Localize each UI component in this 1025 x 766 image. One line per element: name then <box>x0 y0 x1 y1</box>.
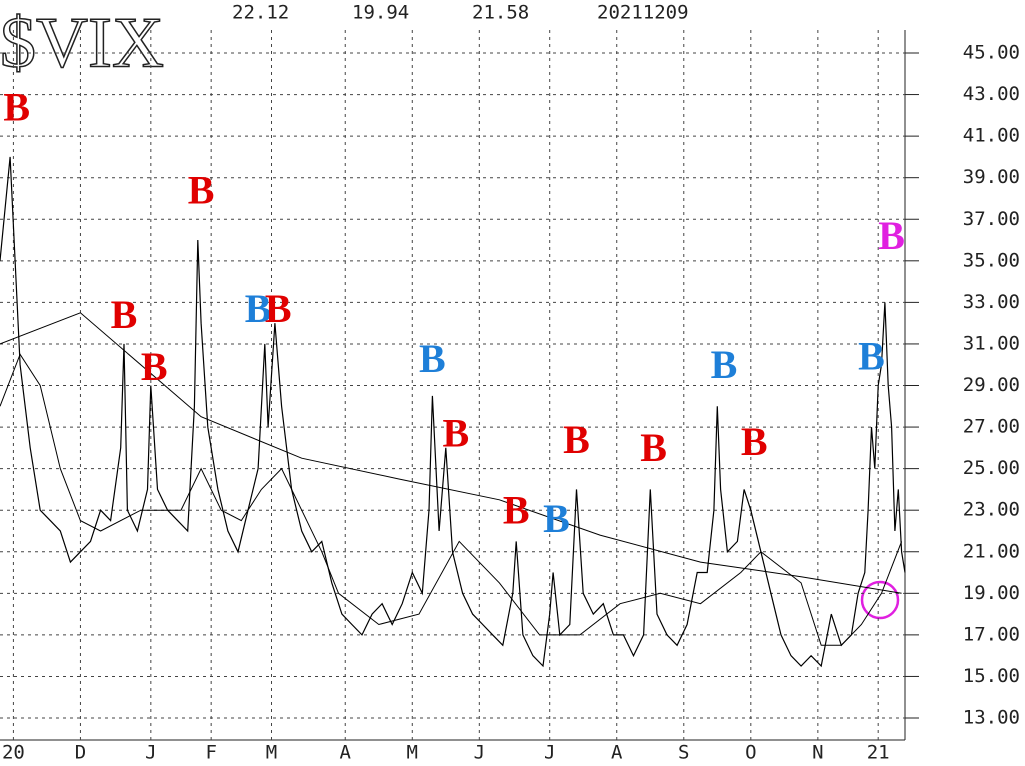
x-tick-label: J <box>544 742 555 764</box>
y-tick-label: 13.00 <box>963 707 1020 729</box>
chart-title: $VIX <box>0 3 164 83</box>
y-tick-label: 15.00 <box>963 665 1020 687</box>
y-tick-label: 35.00 <box>963 249 1020 271</box>
header-value: 22.12 <box>232 2 289 24</box>
signal-label: B <box>640 425 667 470</box>
x-tick-label: S <box>678 742 689 764</box>
signal-label: B <box>503 488 530 533</box>
signal-label: B <box>563 417 590 462</box>
header-value: 19.94 <box>352 2 409 24</box>
signal-label: B <box>265 286 292 331</box>
x-tick-label: J <box>145 742 156 764</box>
y-tick-label: 21.00 <box>963 540 1020 562</box>
x-tick-label: J <box>474 742 485 764</box>
signal-label: B <box>878 213 905 258</box>
signal-label: B <box>111 292 138 337</box>
signal-label: B <box>443 411 470 456</box>
x-tick-label: 20 <box>2 742 25 764</box>
x-tick-label: A <box>611 742 623 764</box>
series-line <box>0 312 902 594</box>
y-tick-label: 19.00 <box>963 582 1020 604</box>
signal-label: B <box>245 286 272 331</box>
signal-label: B <box>188 167 215 212</box>
x-tick-label: F <box>205 742 216 764</box>
x-tick-label: D <box>75 742 86 764</box>
x-tick-label: N <box>812 742 823 764</box>
y-tick-label: 25.00 <box>963 457 1020 479</box>
x-tick-label: M <box>266 742 277 764</box>
signal-label: B <box>711 342 738 387</box>
y-tick-label: 45.00 <box>963 42 1020 64</box>
y-tick-label: 33.00 <box>963 291 1020 313</box>
header-value: 21.58 <box>472 2 529 24</box>
y-tick-label: 23.00 <box>963 499 1020 521</box>
signal-label: B <box>543 496 570 541</box>
highlight-circle <box>860 580 900 620</box>
y-tick-label: 31.00 <box>963 332 1020 354</box>
series-line <box>0 156 906 668</box>
signal-label: B <box>858 334 885 379</box>
x-tick-label: O <box>745 742 756 764</box>
y-tick-label: 43.00 <box>963 83 1020 105</box>
series-line <box>0 353 903 646</box>
y-tick-label: 27.00 <box>963 416 1020 438</box>
signal-label: B <box>419 336 446 381</box>
x-tick-label: M <box>407 742 418 764</box>
y-tick-label: 37.00 <box>963 208 1020 230</box>
signal-label: B <box>141 344 168 389</box>
y-tick-label: 41.00 <box>963 125 1020 147</box>
signal-label: B <box>3 84 30 129</box>
y-tick-label: 17.00 <box>963 623 1020 645</box>
header-date: 20211209 <box>597 2 689 24</box>
x-tick-label: A <box>340 742 352 764</box>
y-tick-label: 29.00 <box>963 374 1020 396</box>
x-tick-label: 21 <box>867 742 890 764</box>
signal-label: B <box>741 419 768 464</box>
y-tick-label: 39.00 <box>963 166 1020 188</box>
